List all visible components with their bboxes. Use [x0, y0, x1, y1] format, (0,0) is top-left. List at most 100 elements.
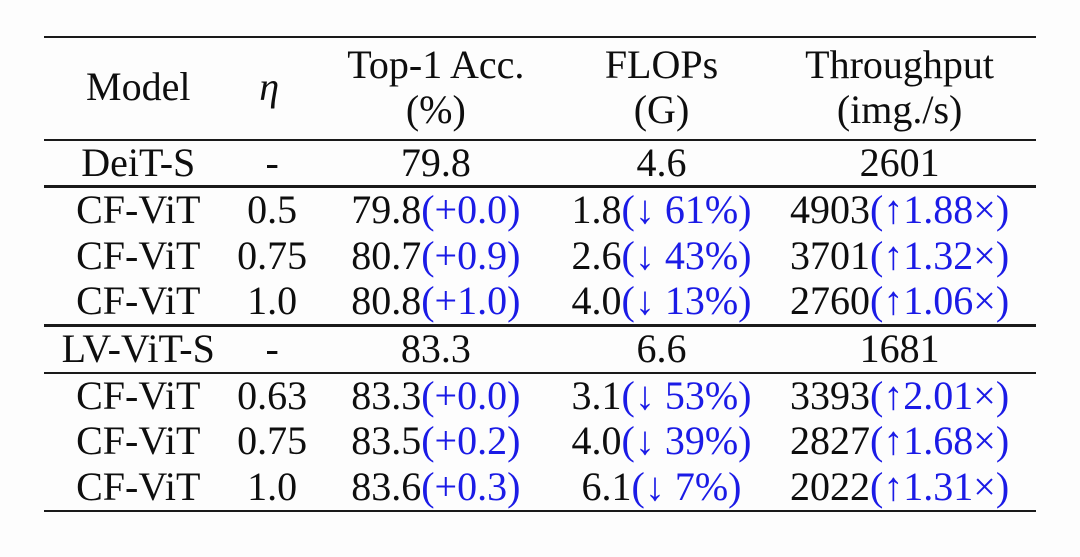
model-value: CF-ViT [76, 418, 201, 464]
acc-delta: (+0.0) [421, 372, 521, 418]
cell-flops: 6.6 [560, 325, 763, 372]
cell-model: CF-ViT [44, 418, 232, 465]
cell-model: CF-ViT [44, 187, 232, 233]
table-row: CF-ViT 0.5 79.8(+0.0) 1.8(↓ 61%) 4903(↑1… [44, 187, 1036, 233]
header-label: Model [86, 64, 191, 110]
throughput-value: 2760 [789, 278, 870, 324]
flops-value: 1.8 [571, 187, 622, 233]
header-row: Model η Top-1 Acc. (%) FLOPs (G) Throughpu… [44, 37, 1036, 140]
cell-top1-acc: 80.7(+0.9) [312, 233, 560, 279]
cell-throughput: 1681 [763, 325, 1036, 372]
model-value: CF-ViT [76, 372, 201, 418]
eta-value: - [265, 325, 279, 371]
header-label: Throughput [805, 42, 995, 87]
cell-flops: 1.8(↓ 61%) [560, 187, 763, 233]
cell-flops: 4.0(↓ 13%) [560, 278, 763, 325]
eta-value: - [265, 139, 279, 185]
flops-value: 6.6 [636, 325, 687, 371]
col-header-throughput: Throughput (img./s) [763, 37, 1036, 140]
throughput-delta: (↑1.06×) [869, 278, 1010, 324]
cell-model: CF-ViT [44, 233, 232, 279]
cell-flops: 4.0(↓ 39%) [560, 418, 763, 465]
header-unit: (img./s) [836, 86, 963, 132]
acc-delta: (+0.0) [421, 187, 521, 233]
throughput-delta: (↑1.68×) [869, 418, 1010, 464]
throughput-delta: (↑2.01×) [869, 372, 1010, 418]
cell-top1-acc: 83.5(+0.2) [312, 418, 560, 465]
cell-throughput: 3701(↑1.32×) [763, 233, 1036, 279]
cell-top1-acc: 83.3 [312, 325, 560, 372]
flops-value: 4.6 [636, 139, 687, 185]
header-label: Top-1 Acc. [347, 42, 525, 87]
cell-top1-acc: 79.8(+0.0) [312, 187, 560, 233]
header-label: FLOPs [604, 42, 719, 87]
eta-value: 1.0 [247, 463, 298, 509]
cell-eta: 0.75 [232, 418, 311, 465]
cell-top1-acc: 83.6(+0.3) [312, 463, 560, 511]
acc-value: 83.3 [351, 372, 422, 418]
throughput-delta: (↑1.88×) [869, 187, 1010, 233]
cell-eta: 0.75 [232, 233, 311, 279]
cell-flops: 6.1(↓ 7%) [560, 463, 763, 511]
cell-flops: 4.6 [560, 140, 763, 187]
cell-flops: 3.1(↓ 53%) [560, 373, 763, 419]
cell-throughput: 2022(↑1.31×) [763, 463, 1036, 511]
table-row: CF-ViT 0.75 80.7(+0.9) 2.6(↓ 43%) 3701(↑… [44, 233, 1036, 279]
throughput-value: 2601 [859, 139, 940, 185]
table-row: CF-ViT 0.63 83.3(+0.0) 3.1(↓ 53%) 3393(↑… [44, 373, 1036, 419]
flops-delta: (↓ 61%) [621, 187, 752, 233]
eta-value: 0.75 [237, 418, 308, 464]
cell-model: LV-ViT-S [44, 325, 232, 372]
flops-value: 4.0 [571, 418, 622, 464]
throughput-value: 3701 [789, 232, 870, 278]
cell-eta: 1.0 [232, 463, 311, 511]
cell-top1-acc: 80.8(+1.0) [312, 278, 560, 325]
model-value: CF-ViT [76, 463, 201, 509]
acc-value: 83.6 [351, 463, 422, 509]
acc-delta: (+0.3) [421, 463, 521, 509]
flops-value: 4.0 [571, 278, 622, 324]
acc-delta: (+0.9) [421, 232, 521, 278]
table-row: CF-ViT 1.0 80.8(+1.0) 4.0(↓ 13%) 2760(↑1… [44, 278, 1036, 326]
col-header-flops: FLOPs (G) [560, 37, 763, 140]
flops-delta: (↓ 13%) [621, 278, 752, 324]
throughput-value: 2022 [789, 463, 870, 509]
cell-eta: 1.0 [232, 278, 311, 325]
cell-model: CF-ViT [44, 463, 232, 511]
header-unit: (G) [633, 86, 690, 132]
flops-delta: (↓ 7%) [631, 463, 742, 509]
header-unit: (%) [405, 86, 466, 132]
cell-eta: - [232, 140, 311, 187]
table-row: CF-ViT 1.0 83.6(+0.3) 6.1(↓ 7%) 2022(↑1.… [44, 463, 1036, 511]
throughput-delta: (↑1.31×) [869, 463, 1010, 509]
acc-value: 80.8 [351, 278, 422, 324]
cell-flops: 2.6(↓ 43%) [560, 233, 763, 279]
model-value: CF-ViT [76, 232, 201, 278]
throughput-value: 1681 [859, 325, 940, 371]
acc-value: 79.8 [351, 187, 422, 233]
model-value: CF-ViT [76, 278, 201, 324]
cell-eta: 0.63 [232, 373, 311, 419]
cell-model: CF-ViT [44, 373, 232, 419]
col-header-top1-acc: Top-1 Acc. (%) [312, 37, 560, 140]
flops-delta: (↓ 43%) [621, 232, 752, 278]
model-value: LV-ViT-S [61, 325, 215, 371]
cell-top1-acc: 79.8 [312, 140, 560, 187]
acc-value: 83.5 [351, 418, 422, 464]
table-row-baseline-lvvit: LV-ViT-S - 83.3 6.6 1681 [44, 325, 1036, 373]
results-table: Model η Top-1 Acc. (%) FLOPs (G) Throughpu… [44, 36, 1036, 512]
col-header-model: Model [44, 37, 232, 140]
flops-delta: (↓ 39%) [621, 418, 752, 464]
flops-value: 3.1 [571, 372, 622, 418]
cell-model: DeiT-S [44, 140, 232, 187]
throughput-value: 3393 [789, 372, 870, 418]
table-row: CF-ViT 0.75 83.5(+0.2) 4.0(↓ 39%) 2827(↑… [44, 418, 1036, 465]
cell-throughput: 2760(↑1.06×) [763, 278, 1036, 325]
model-value: DeiT-S [81, 139, 196, 185]
cell-throughput: 4903(↑1.88×) [763, 187, 1036, 233]
acc-delta: (+1.0) [421, 278, 521, 324]
eta-value: 0.63 [237, 372, 308, 418]
cell-throughput: 3393(↑2.01×) [763, 373, 1036, 419]
header-label-eta: η [259, 64, 280, 110]
cell-model: CF-ViT [44, 278, 232, 325]
